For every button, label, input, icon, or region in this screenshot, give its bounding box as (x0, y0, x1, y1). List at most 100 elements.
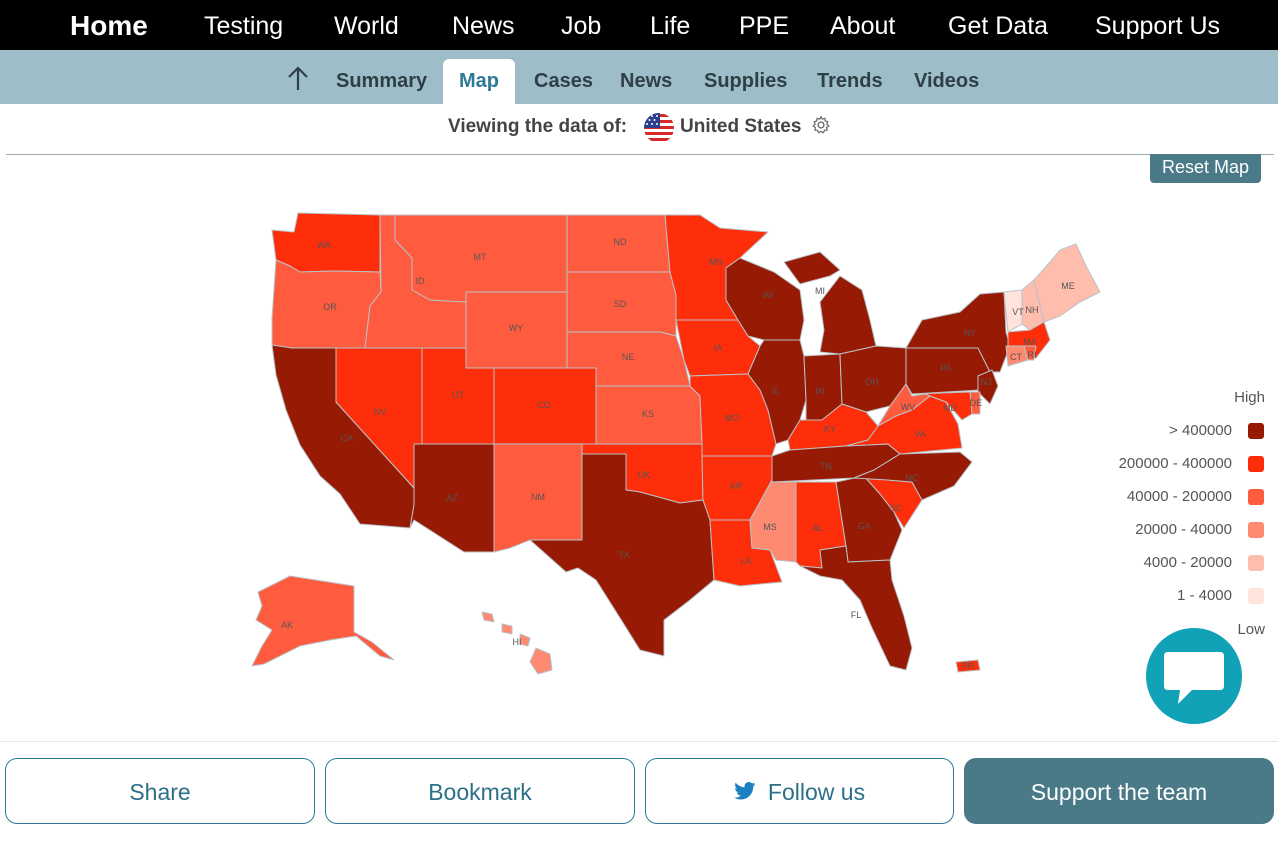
state-label-ak: AK (281, 620, 293, 630)
top-nav: Home Testing World News Job Life PPE Abo… (0, 0, 1278, 50)
tab-trends[interactable]: Trends (817, 70, 883, 92)
state-ri (1023, 345, 1037, 361)
tab-videos[interactable]: Videos (914, 70, 980, 92)
state-label-nj: NJ (981, 377, 992, 387)
state-label-mt: MT (474, 252, 487, 262)
legend-low-label: Low (1237, 621, 1265, 638)
nav-get-data[interactable]: Get Data (948, 12, 1049, 40)
divider (6, 154, 1274, 155)
state-label-nm: NM (531, 492, 545, 502)
state-label-ar: AR (730, 481, 743, 491)
gear-icon[interactable] (811, 115, 831, 135)
chat-bubble-icon (1164, 652, 1224, 704)
nav-testing[interactable]: Testing (204, 12, 284, 40)
bookmark-button[interactable]: Bookmark (325, 758, 635, 824)
tab-supplies[interactable]: Supplies (704, 70, 788, 92)
us-choropleth-map[interactable]: WA OR CA ID NV MT WY UT AZ CO NM ND SD N… (0, 155, 1110, 735)
legend-swatch[interactable] (1248, 588, 1264, 604)
map-legend: High > 400000 200000 - 400000 40000 - 20… (1080, 385, 1278, 645)
nav-world[interactable]: World (334, 12, 399, 40)
us-flag-icon (644, 113, 674, 143)
state-ny (905, 291, 1011, 373)
state-label-wa: WA (317, 240, 331, 250)
state-label-tx: TX (618, 550, 630, 560)
state-label-ia: IA (714, 343, 723, 353)
state-me (1033, 243, 1101, 323)
state-label-hi: HI (513, 637, 522, 647)
tab-summary[interactable]: Summary (336, 70, 428, 92)
state-label-ms: MS (763, 522, 777, 532)
state-label-mo: MO (725, 413, 740, 423)
state-label-az: AZ (446, 493, 458, 503)
legend-swatch[interactable] (1248, 489, 1264, 505)
nav-support-us[interactable]: Support Us (1095, 12, 1221, 40)
reset-map-button[interactable]: Reset Map (1150, 154, 1261, 183)
chat-button[interactable] (1146, 628, 1242, 724)
legend-swatch[interactable] (1248, 522, 1264, 538)
legend-swatch[interactable] (1248, 456, 1264, 472)
state-label-nh: NH (1026, 305, 1039, 315)
state-label-pr: PR (962, 661, 975, 671)
state-label-de: DE (970, 398, 983, 408)
state-label-co: CO (537, 400, 551, 410)
state-label-tn: TN (820, 461, 832, 471)
share-button[interactable]: Share (5, 758, 315, 824)
legend-range-label: 200000 - 400000 (1118, 455, 1232, 472)
state-label-ma: MA (1023, 337, 1037, 347)
state-fl (799, 545, 913, 671)
state-label-vt: VT (1012, 307, 1024, 317)
nav-life[interactable]: Life (650, 12, 691, 40)
nav-ppe[interactable]: PPE (739, 12, 790, 40)
state-label-me: ME (1061, 281, 1075, 291)
state-nj (977, 369, 999, 405)
viewing-label: Viewing the data of: (448, 116, 628, 137)
state-label-id: ID (416, 276, 426, 286)
state-label-va: VA (914, 429, 925, 439)
scroll-up-arrow-icon[interactable] (286, 64, 310, 94)
state-label-ut: UT (452, 390, 464, 400)
state-label-mn: MN (709, 257, 723, 267)
state-label-sd: SD (614, 299, 627, 309)
state-tx (529, 453, 715, 657)
state-label-ny: NY (964, 328, 977, 338)
state-label-ga: GA (857, 521, 870, 531)
state-pr (955, 659, 981, 673)
nav-news[interactable]: News (452, 12, 515, 40)
state-il (747, 339, 807, 445)
state-nc (853, 451, 973, 501)
twitter-icon (734, 781, 756, 800)
state-label-oh: OH (865, 377, 879, 387)
state-label-ca: CA (341, 433, 354, 443)
state-label-wv: WV (901, 402, 916, 412)
legend-high-label: High (1234, 389, 1265, 406)
legend-range-label: 1 - 4000 (1176, 587, 1232, 604)
state-label-nv: NV (374, 407, 387, 417)
state-label-pa: PA (940, 363, 951, 373)
state-label-ct: CT (1010, 352, 1022, 362)
state-label-or: OR (323, 302, 337, 312)
state-label-mi: MI (815, 286, 825, 296)
nav-about[interactable]: About (830, 12, 896, 40)
country-name[interactable]: United States (680, 116, 802, 137)
state-label-ks: KS (642, 409, 654, 419)
state-hi (481, 611, 553, 675)
legend-swatch[interactable] (1248, 423, 1264, 439)
state-ak (251, 575, 395, 667)
state-label-ok: OK (637, 470, 650, 480)
state-label-al: AL (812, 523, 823, 533)
tab-news[interactable]: News (620, 70, 673, 92)
state-label-nd: ND (614, 237, 627, 247)
state-label-fl: FL (851, 610, 862, 620)
nav-job[interactable]: Job (561, 12, 602, 40)
nav-home[interactable]: Home (70, 10, 148, 41)
tab-cases[interactable]: Cases (534, 70, 593, 92)
state-label-ky: KY (824, 424, 836, 434)
follow-us-button[interactable]: Follow us (645, 758, 954, 824)
state-label-ri: RI (1028, 350, 1037, 360)
legend-range-label: 40000 - 200000 (1126, 488, 1232, 505)
support-the-team-button[interactable]: Support the team (964, 758, 1274, 824)
legend-swatch[interactable] (1248, 555, 1264, 571)
legend-range-label: > 400000 (1169, 422, 1232, 439)
tab-map[interactable]: Map (443, 59, 515, 104)
state-label-il: IL (772, 386, 780, 396)
